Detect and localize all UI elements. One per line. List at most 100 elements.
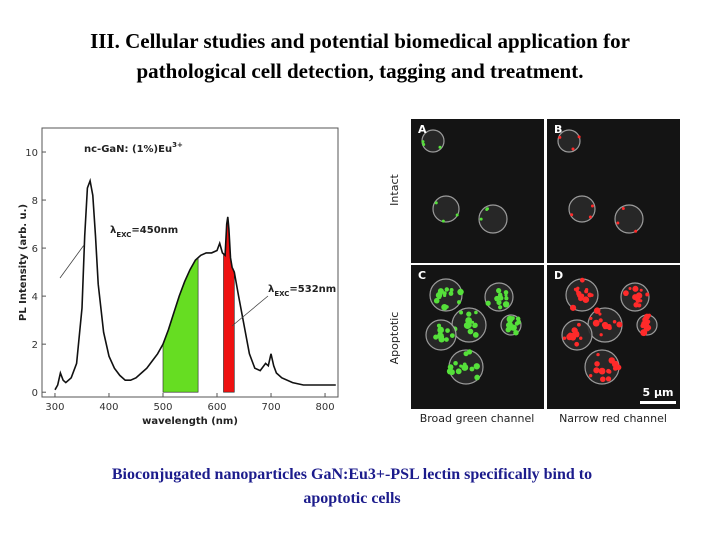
fluorescence [608,326,612,330]
micrograph: A B C D 5 µm Intact Apoptotic Broad green chann… [388,117,681,425]
chart-annotation: nc-GaN: (1%)Eu3+ [84,141,183,155]
fluorescence [643,317,647,322]
fluorescence [457,300,461,305]
fluorescence [639,288,643,292]
fluorescence [502,301,510,308]
x-tick-label: 500 [153,402,172,413]
caption: Bioconjugated nanoparticles GaN:Eu3+-PSL… [112,466,592,483]
cell [568,195,596,223]
fluorescence [623,290,629,297]
caption: apoptotic cells [303,490,400,507]
fluorescence [455,213,459,217]
scale-label: 5 µm [642,386,673,399]
fluorescence [574,332,580,338]
fluorescence [598,312,602,316]
excitation-label: λEXC=532nm [268,284,336,298]
fluorescence [588,215,592,219]
panel-label: B [554,123,562,136]
fluorescence [469,366,475,372]
fluorescence [485,207,489,211]
spectrum-line [54,177,336,391]
fluorescence [438,332,444,339]
fluorescence [472,322,478,328]
fluorescence [592,319,600,327]
fluorescence [433,297,440,304]
cell [478,204,508,234]
fluorescence [570,213,574,217]
x-axis-label: wavelength (nm) [142,416,238,427]
x-tick-label: 400 [99,402,118,413]
excitation-text: =532nm [289,284,336,295]
fluorescence [632,285,639,292]
channel-label: Broad green channel [420,412,535,425]
fluorescence [515,316,521,322]
fluorescence [621,206,625,210]
annotation-text: nc-GaN: (1%)Eu [84,144,172,155]
excitation-symbol: λ [268,284,275,295]
fluorescence [434,201,438,205]
fluorescence [496,288,502,294]
fluorescence [459,310,464,315]
fluorescence [635,292,643,299]
fluorescence [433,334,439,340]
fluorescence [569,304,577,311]
fluorescence [612,319,617,324]
fluorescence [485,300,491,306]
fluorescence [577,135,581,139]
fluorescence [457,288,464,296]
x-tick-label: 300 [45,402,64,413]
fluorescence [628,286,632,291]
x-tick-label: 600 [207,402,226,413]
fluorescence [645,324,651,330]
fluorescence [640,329,648,337]
fluorescence [577,322,581,327]
fluorescence [437,326,444,334]
excitation-text: =450nm [131,225,178,236]
fluorescence [615,364,622,371]
fluorescence [444,337,449,342]
fluorescence [599,333,603,337]
fluorescence [579,336,583,340]
fluorescence [578,296,584,302]
fluorescence [645,292,650,297]
fluorescence [589,316,593,320]
fluorescence [467,328,474,335]
fluorescence [579,277,585,283]
fluorescence [634,229,638,233]
fluorescence [514,321,520,326]
fluorescence [449,288,454,292]
y-tick-label: 4 [32,292,38,303]
fluorescence [590,293,594,297]
excitation-label: λEXC=450nm [110,225,178,239]
row-label: Intact [388,174,401,206]
excitation-sub: EXC [274,290,289,298]
scale-bar [640,401,676,404]
y-tick-label: 10 [25,148,38,159]
fluorescence [637,303,642,308]
fluorescence [445,328,450,333]
y-tick-label: 0 [32,388,38,399]
fluorescence [508,317,514,323]
title: pathological cell detection, tagging and… [137,59,584,83]
fluorescence [598,318,603,323]
fluorescence [588,373,593,378]
fluorescence [607,369,612,374]
y-tick-label: 6 [32,244,38,255]
fluorescence [443,293,447,298]
fluorescence [438,145,442,149]
fluorescence [640,323,645,329]
fluorescence [441,219,445,223]
fluorescence [421,140,425,144]
fluorescence [594,361,600,367]
fluorescence [455,368,462,375]
fluorescence [466,311,472,317]
fluorescence [576,286,580,291]
fluorescence [593,367,600,374]
row-label: Apoptotic [388,312,401,365]
fluorescence [574,328,578,332]
spectrum-chart: 300 400 500 600 700 800 0 2 4 6 8 10 wavelength (nm)… [18,127,339,427]
fluorescence [510,324,517,331]
fluorescence [513,330,519,336]
